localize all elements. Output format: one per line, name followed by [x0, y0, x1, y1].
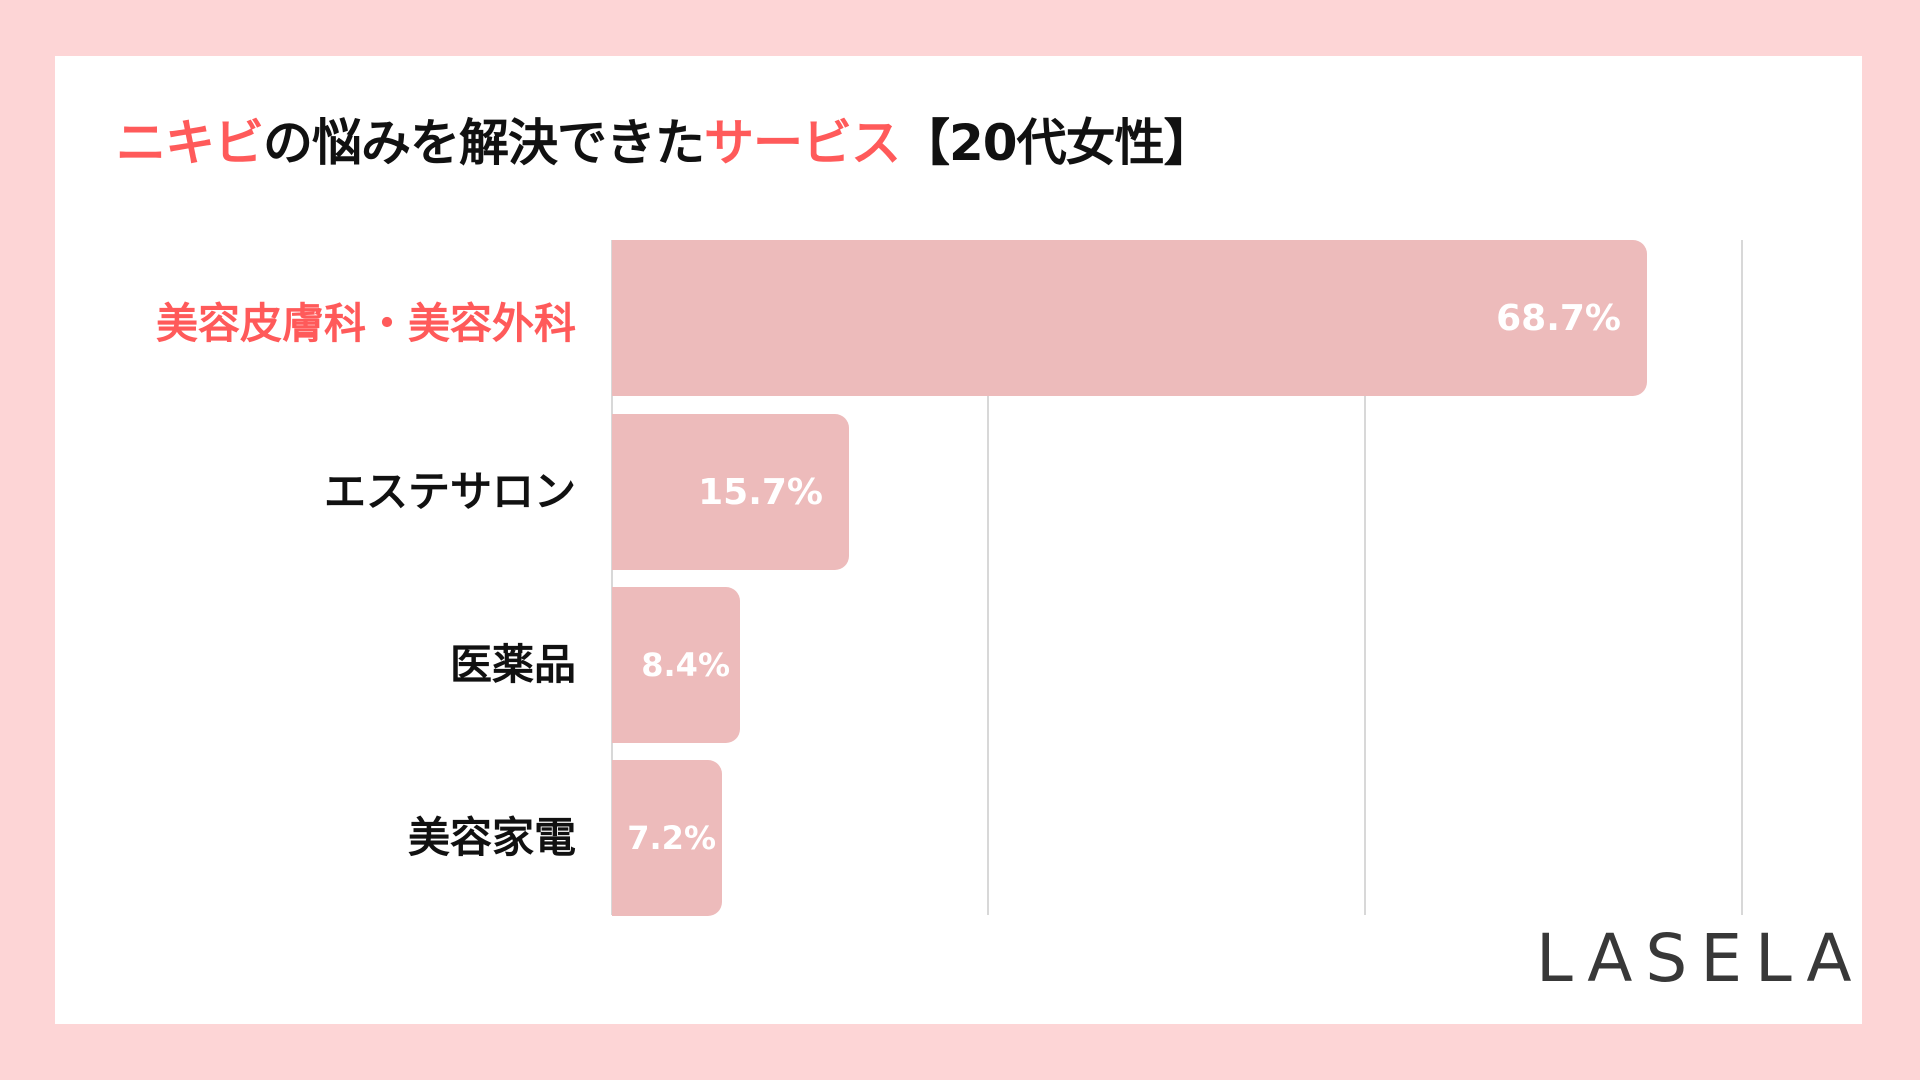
chart-title: ニキビの悩みを解決できたサービス【20代女性】 — [116, 108, 1214, 178]
bar-value-label: 68.7% — [1496, 297, 1621, 339]
bar: 7.2% — [612, 760, 722, 916]
chart-card — [55, 56, 1862, 1024]
bar-value-label: 7.2% — [627, 819, 716, 857]
y-axis-line — [611, 240, 613, 915]
category-label: 医薬品 — [449, 640, 576, 689]
bar: 68.7% — [612, 240, 1647, 396]
brand-logo: LASELA — [1536, 920, 1865, 997]
title-highlight-service: サービス — [704, 114, 901, 172]
category-label: 美容皮膚科・美容外科 — [155, 299, 576, 348]
category-label: エステサロン — [323, 467, 576, 516]
title-text-middle: の悩みを解決できた — [263, 114, 705, 172]
bar-value-label: 8.4% — [641, 646, 730, 684]
gridline-25 — [987, 240, 989, 915]
category-label: 美容家電 — [407, 813, 576, 862]
bar: 8.4% — [612, 587, 740, 743]
bar-value-label: 15.7% — [698, 471, 823, 513]
gridline-50 — [1364, 240, 1366, 915]
title-text-suffix: 【20代女性】 — [900, 114, 1214, 172]
bar: 15.7% — [612, 414, 849, 570]
title-highlight-acne: ニキビ — [116, 114, 264, 172]
gridline-75 — [1741, 240, 1743, 915]
